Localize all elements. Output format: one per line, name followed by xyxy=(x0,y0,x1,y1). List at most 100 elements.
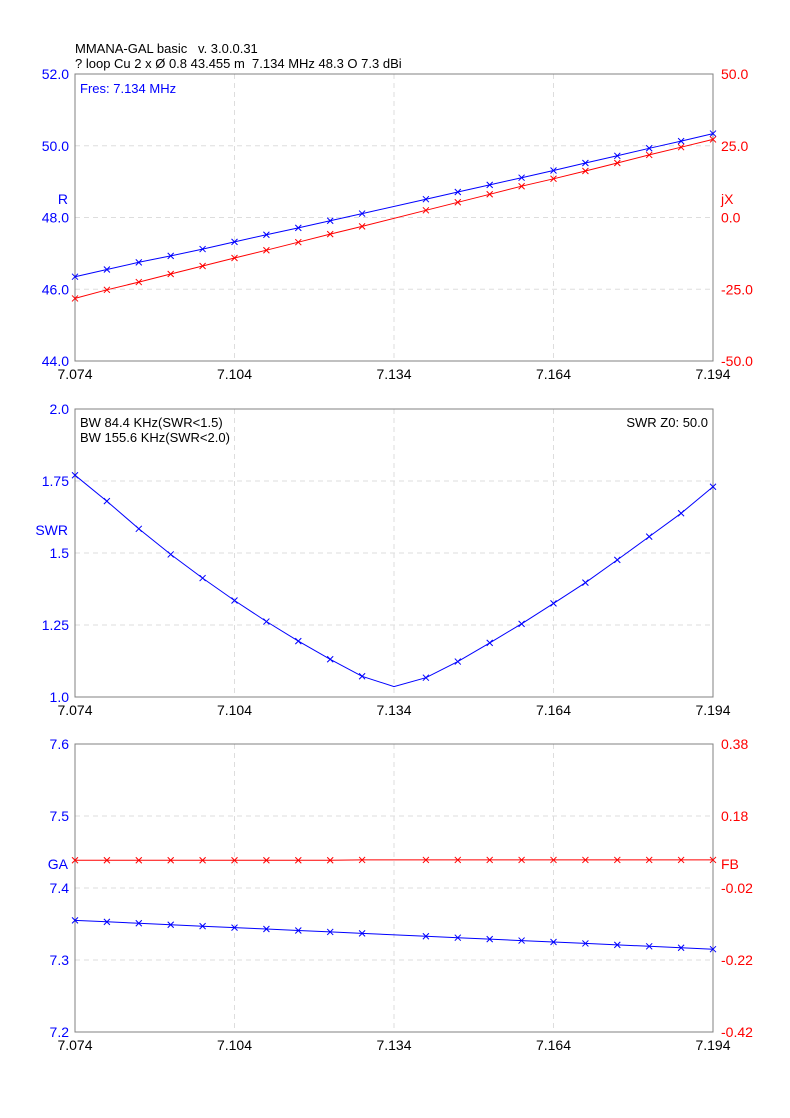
y-tick-label-left: 7.2 xyxy=(50,1024,70,1040)
data-point-fb xyxy=(71,856,79,864)
data-point-ga xyxy=(677,944,685,952)
data-point-r xyxy=(677,137,685,145)
data-point-jx xyxy=(422,206,430,214)
data-point-swr xyxy=(294,637,302,645)
data-point-jx xyxy=(231,254,238,262)
data-point-fb xyxy=(486,856,494,864)
data-point-r xyxy=(645,144,653,152)
data-point-ga xyxy=(71,917,79,924)
data-point-jx xyxy=(613,159,621,167)
data-point-jx xyxy=(326,230,334,238)
data-point-r xyxy=(71,273,79,281)
data-point-ga xyxy=(613,941,621,949)
data-point-jx xyxy=(518,182,525,190)
y-tick-label-left: 52.0 xyxy=(42,66,69,82)
data-point-jx xyxy=(582,167,589,175)
data-point-r xyxy=(294,224,302,232)
data-point-swr xyxy=(199,574,206,582)
data-point-jx xyxy=(103,286,111,294)
data-point-ga xyxy=(103,918,111,926)
data-point-jx xyxy=(550,175,557,183)
x-tick-label: 7.194 xyxy=(695,1037,730,1053)
data-point-r xyxy=(135,258,143,266)
data-point-r xyxy=(358,210,366,217)
data-point-fb xyxy=(358,856,366,864)
data-point-fb xyxy=(199,856,206,864)
y-tick-label-right: -25.0 xyxy=(721,281,753,297)
antenna-summary: ? loop Cu 2 x Ø 0.8 43.455 m 7.134 MHz 4… xyxy=(75,56,402,71)
data-point-fb xyxy=(326,856,334,864)
y-tick-label-left: 46.0 xyxy=(42,281,69,297)
y-tick-label-left: 1.0 xyxy=(50,689,70,705)
data-point-swr xyxy=(358,672,366,680)
x-tick-label: 7.074 xyxy=(57,702,92,718)
data-point-swr xyxy=(231,597,238,604)
data-point-fb xyxy=(422,856,430,864)
data-point-r xyxy=(326,217,334,225)
data-point-r xyxy=(550,167,557,174)
data-point-fb xyxy=(294,856,302,864)
y-tick-label-left: 1.75 xyxy=(42,473,69,489)
data-point-r xyxy=(518,174,525,182)
data-point-jx xyxy=(263,246,270,254)
data-point-ga xyxy=(645,942,653,950)
data-point-jx xyxy=(454,198,462,206)
data-point-swr xyxy=(677,509,685,517)
resonance-annotation: Fres: 7.134 MHz xyxy=(80,81,176,96)
data-point-swr xyxy=(582,579,589,587)
left-axis-label: SWR xyxy=(35,522,68,538)
data-point-fb xyxy=(454,856,462,864)
app-title: MMANA-GAL basic v. 3.0.0.31 xyxy=(75,41,258,56)
data-point-r xyxy=(263,231,270,239)
y-tick-label-right: 0.18 xyxy=(721,808,748,824)
data-point-swr xyxy=(518,620,525,628)
data-point-ga xyxy=(358,930,366,937)
data-point-ga xyxy=(326,928,334,936)
data-point-ga xyxy=(167,921,175,929)
data-point-ga xyxy=(486,935,494,943)
data-point-jx xyxy=(199,262,206,270)
data-point-swr xyxy=(550,600,557,607)
data-point-jx xyxy=(358,223,366,230)
data-point-jx xyxy=(645,151,653,159)
y-tick-label-right: -0.42 xyxy=(721,1024,753,1040)
data-point-ga xyxy=(709,945,717,953)
data-point-jx xyxy=(71,295,79,302)
data-point-fb xyxy=(135,856,143,864)
y-tick-label-left: 44.0 xyxy=(42,353,69,369)
series-line-swr xyxy=(74,474,714,688)
x-tick-label: 7.164 xyxy=(536,366,571,382)
data-point-jx xyxy=(294,238,302,246)
y-tick-label-right: 0.0 xyxy=(721,210,741,226)
y-tick-label-right: 0.38 xyxy=(721,736,748,752)
data-point-r xyxy=(486,181,494,189)
data-point-swr xyxy=(326,655,334,663)
x-tick-label: 7.164 xyxy=(536,1037,571,1053)
x-tick-label: 7.134 xyxy=(376,366,411,382)
data-point-fb xyxy=(550,856,557,864)
data-point-ga xyxy=(550,938,557,946)
data-point-fb xyxy=(613,856,621,864)
y-tick-label-left: 7.6 xyxy=(50,736,70,752)
data-point-r xyxy=(454,188,462,196)
y-tick-label-left: 7.5 xyxy=(50,808,70,824)
y-tick-label-left: 7.4 xyxy=(50,880,70,896)
data-point-swr xyxy=(454,658,462,665)
data-point-fb xyxy=(677,856,685,864)
bandwidth-annotation: BW 155.6 KHz(SWR<2.0) xyxy=(80,430,230,445)
plot-frame xyxy=(74,73,714,362)
data-point-r xyxy=(709,130,717,137)
data-point-r xyxy=(103,266,111,273)
x-tick-label: 7.134 xyxy=(376,1037,411,1053)
bandwidth-annotation: BW 84.4 KHz(SWR<1.5) xyxy=(80,415,223,430)
data-point-swr xyxy=(263,618,270,625)
x-tick-label: 7.134 xyxy=(376,702,411,718)
left-axis-label: GA xyxy=(48,856,69,872)
series-line-jx xyxy=(74,138,714,299)
data-point-fb xyxy=(582,856,589,864)
data-point-ga xyxy=(294,927,302,934)
plot-frame xyxy=(74,408,714,698)
left-axis-label: R xyxy=(58,191,68,207)
data-point-ga xyxy=(582,940,589,947)
y-tick-label-left: 1.25 xyxy=(42,617,69,633)
